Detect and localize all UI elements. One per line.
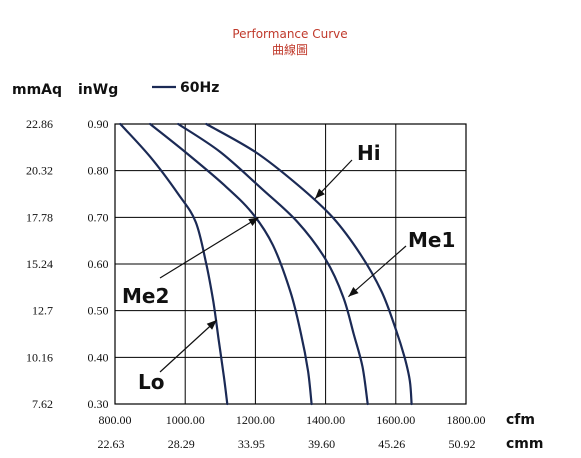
y-tick-right-label: 0.60: [88, 257, 109, 271]
y-axis: 7.62 0.30 10.16 0.40 12.7 0.50 15.24 0.60 17.78 0…: [26, 117, 109, 411]
x-unit-cmm: cmm: [506, 436, 543, 452]
curve-label-hi: Hi: [357, 141, 381, 165]
right-y-unit: inWg: [78, 82, 118, 98]
x-tick-cmm-label: 50.92: [449, 437, 476, 451]
y-tick-right-label: 0.90: [88, 117, 109, 131]
y-tick-right-label: 0.70: [88, 210, 109, 224]
y-tick-left-label: 12.7: [32, 304, 53, 318]
series-group: [119, 122, 413, 406]
chart-title: Performance Curve: [232, 27, 347, 41]
x-tick-cmm-label: 39.60: [308, 437, 335, 451]
chart-subtitle: 曲線圖: [272, 42, 308, 57]
y-tick-right-label: 0.30: [88, 397, 109, 411]
series-line-lo: [119, 122, 229, 406]
plot-frame: [114, 123, 467, 405]
series-line-me2: [149, 122, 313, 406]
y-tick-left-label: 10.16: [26, 350, 53, 364]
x-tick-cfm-label: 1600.00: [376, 413, 415, 427]
y-tick-left-label: 7.62: [32, 397, 53, 411]
x-tick-cmm-label: 22.63: [98, 437, 125, 451]
x-tick-cfm-label: 800.00: [99, 413, 132, 427]
annotations: Hi Me1 Me2 Lo: [122, 141, 455, 394]
x-tick-cfm-label: 1800.00: [447, 413, 486, 427]
y-tick-left-label: 22.86: [26, 117, 53, 131]
arrow-me1: [348, 245, 407, 298]
x-tick-cfm-label: 1200.00: [236, 413, 275, 427]
x-tick-cmm-label: 28.29: [168, 437, 195, 451]
y-tick-right-label: 0.80: [88, 164, 109, 178]
arrow-me2: [159, 216, 260, 279]
x-unit-cfm: cfm: [506, 412, 535, 428]
y-tick-left-label: 15.24: [26, 257, 53, 271]
arrowhead-me1: [348, 287, 359, 297]
y-tick-left-label: 20.32: [26, 164, 53, 178]
arrowhead-hi: [315, 188, 325, 199]
x-tick-cfm-label: 1000.00: [166, 413, 205, 427]
x-tick-cmm-label: 33.95: [238, 437, 265, 451]
x-axis: 800.00 22.63 1000.00 28.29 1200.00 33.95 1400.…: [98, 413, 486, 451]
x-tick-cmm-label: 45.26: [378, 437, 405, 451]
grid: [114, 123, 467, 405]
y-tick-left-label: 17.78: [26, 210, 53, 224]
arrowhead-lo: [206, 320, 217, 330]
arrow-lo: [159, 319, 218, 373]
left-y-unit: mmAq: [12, 82, 62, 98]
x-tick-cfm-label: 1400.00: [306, 413, 345, 427]
curve-label-lo: Lo: [138, 370, 164, 394]
curve-label-me1: Me1: [408, 228, 455, 252]
y-tick-right-label: 0.50: [88, 304, 109, 318]
series-line-me1: [177, 122, 369, 406]
y-tick-right-label: 0.40: [88, 350, 109, 364]
series-line-hi: [205, 122, 413, 406]
curve-label-me2: Me2: [122, 284, 169, 308]
legend-label: 60Hz: [180, 80, 219, 96]
arrowhead-me2: [248, 217, 259, 226]
